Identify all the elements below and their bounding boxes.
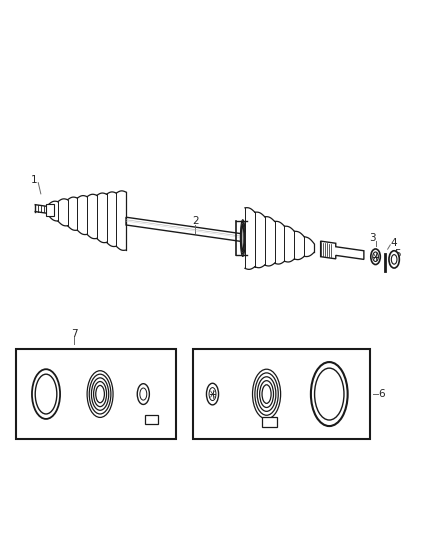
Ellipse shape bbox=[137, 384, 149, 405]
Ellipse shape bbox=[371, 249, 380, 264]
Polygon shape bbox=[321, 241, 364, 260]
Polygon shape bbox=[48, 192, 126, 250]
Ellipse shape bbox=[96, 385, 104, 403]
Text: 6: 6 bbox=[378, 389, 385, 399]
Text: 7: 7 bbox=[71, 328, 78, 338]
Ellipse shape bbox=[92, 378, 109, 410]
Ellipse shape bbox=[242, 226, 244, 250]
Bar bbox=[145, 415, 159, 424]
Text: 4: 4 bbox=[391, 238, 397, 248]
Ellipse shape bbox=[240, 220, 245, 256]
Ellipse shape bbox=[373, 252, 378, 262]
Ellipse shape bbox=[94, 382, 106, 407]
Ellipse shape bbox=[89, 374, 111, 414]
Ellipse shape bbox=[260, 381, 273, 407]
Ellipse shape bbox=[206, 383, 219, 405]
Ellipse shape bbox=[209, 387, 216, 401]
Ellipse shape bbox=[87, 371, 113, 417]
Ellipse shape bbox=[262, 385, 271, 403]
Ellipse shape bbox=[391, 255, 397, 264]
Polygon shape bbox=[245, 208, 314, 268]
Ellipse shape bbox=[255, 373, 278, 415]
Text: 3: 3 bbox=[369, 233, 376, 244]
Ellipse shape bbox=[35, 374, 57, 414]
Ellipse shape bbox=[389, 251, 399, 268]
Bar bbox=[16, 349, 176, 440]
Bar bbox=[262, 417, 276, 427]
Ellipse shape bbox=[241, 224, 244, 252]
Ellipse shape bbox=[314, 368, 344, 420]
Polygon shape bbox=[126, 217, 245, 242]
Ellipse shape bbox=[257, 377, 276, 411]
Text: 5: 5 bbox=[394, 248, 401, 259]
Ellipse shape bbox=[311, 362, 348, 426]
Ellipse shape bbox=[241, 222, 244, 254]
Ellipse shape bbox=[253, 369, 281, 419]
Text: 2: 2 bbox=[192, 216, 198, 226]
Bar bbox=[193, 349, 371, 440]
Bar bbox=[46, 204, 54, 216]
Ellipse shape bbox=[32, 369, 60, 419]
Text: 1: 1 bbox=[31, 175, 37, 185]
Ellipse shape bbox=[140, 388, 147, 400]
